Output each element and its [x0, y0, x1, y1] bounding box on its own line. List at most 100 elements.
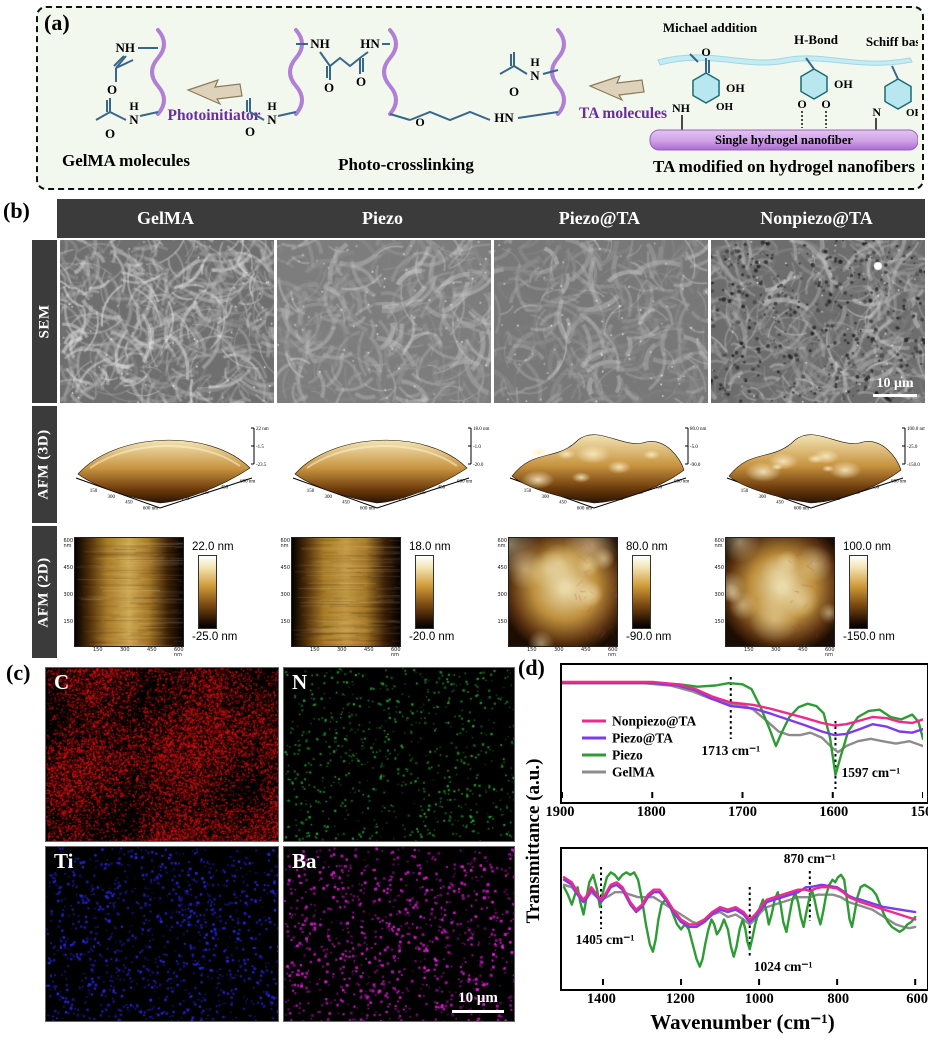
svg-text:150: 150 — [307, 489, 315, 494]
svg-text:-23.5: -23.5 — [256, 463, 267, 468]
row-label-afm2d: AFM (2D) — [32, 526, 57, 658]
svg-text:600 nm: 600 nm — [143, 507, 158, 512]
svg-text:H: H — [129, 99, 139, 113]
afm2d-xtick: 600 nm — [174, 647, 184, 658]
xtick-1500: 1500 — [910, 804, 928, 820]
svg-text:-20.0: -20.0 — [473, 463, 484, 468]
xtick-600: 600 — [906, 991, 928, 1007]
afm2d-nonpiezo-ta: 600 nm 450 300 150 150 300 450 600 nm 100.0 nm … — [711, 526, 925, 658]
svg-text:600 nm: 600 nm — [891, 479, 906, 484]
afm3d-nonpiezo-ta: 150 150 300 300 450 450 600 nm 600 nm 100.0 nm -2… — [711, 406, 925, 523]
afm2d-xtick: 600 nm — [608, 647, 618, 658]
element-label: C — [54, 670, 70, 694]
svg-text:600 nm: 600 nm — [360, 507, 375, 512]
svg-text:300: 300 — [107, 495, 115, 500]
height-colorbar — [415, 555, 434, 629]
afm2d-ytick: 600 nm — [497, 538, 507, 549]
svg-text:OH: OH — [834, 77, 853, 91]
scalebar-line — [452, 1009, 504, 1013]
panel-b-label: (b) — [3, 198, 30, 223]
afm2d-xtick: 300 — [771, 647, 781, 653]
svg-text:GelMA: GelMA — [612, 765, 655, 780]
svg-text:150: 150 — [616, 497, 624, 502]
svg-text:Photoinitiator: Photoinitiator — [168, 107, 261, 124]
svg-text:1024 cm⁻¹: 1024 cm⁻¹ — [754, 959, 813, 974]
ftir-plot-bottom: 1405 cm⁻¹ 1024 cm⁻¹ 870 cm⁻¹ — [560, 847, 928, 991]
svg-text:300: 300 — [852, 491, 860, 496]
afm2d-ytick: 450 — [497, 565, 507, 571]
svg-text:-1.5: -1.5 — [256, 445, 264, 450]
svg-text:TA modified on hydrogel nanofi: TA modified on hydrogel nanofibers — [653, 157, 915, 176]
svg-text:450: 450 — [776, 501, 784, 506]
afm3d-piezo-ta: 150 150 300 300 450 450 600 nm 600 nm 80.0 nm -5.… — [494, 406, 708, 523]
colorbar-min: -150.0 nm — [843, 631, 895, 643]
afm2d-xtick: 450 — [581, 647, 591, 653]
svg-text:80.0 nm: 80.0 nm — [690, 427, 707, 432]
svg-text:N: N — [267, 112, 277, 127]
afm2d-xtick: 150 — [93, 647, 103, 653]
x-axis-label: Wavenumber (cm⁻¹) — [650, 1010, 835, 1034]
svg-text:O: O — [324, 80, 334, 95]
svg-text:OH: OH — [906, 107, 918, 119]
svg-text:300: 300 — [635, 491, 643, 496]
afm2d-ytick: 450 — [280, 565, 290, 571]
xticks-bottom: 1400 1200 1000 800 600 — [560, 989, 928, 1007]
xtick-1200: 1200 — [665, 991, 695, 1007]
afm2d-xtick: 450 — [364, 647, 374, 653]
xtick-1900: 1900 — [545, 804, 575, 820]
svg-text:18.0 nm: 18.0 nm — [473, 427, 490, 432]
afm2d-piezo-ta: 600 nm 450 300 150 150 300 450 600 nm 80.0 nm -… — [494, 526, 708, 658]
series-Piezo — [560, 681, 925, 777]
svg-text:GelMA molecules: GelMA molecules — [62, 151, 190, 170]
svg-text:HN: HN — [494, 110, 514, 125]
element-label: Ti — [54, 849, 74, 873]
colorbar-max: 80.0 nm — [626, 541, 668, 553]
svg-text:-1.0: -1.0 — [473, 445, 481, 450]
svg-text:1713 cm⁻¹: 1713 cm⁻¹ — [701, 743, 760, 758]
svg-text:O: O — [105, 126, 115, 141]
sample-header-bar: GelMA Piezo Piezo@TA Nonpiezo@TA — [57, 199, 925, 238]
afm2d-ytick: 300 — [280, 592, 290, 598]
svg-text:450: 450 — [125, 501, 133, 506]
svg-text:450: 450 — [221, 485, 229, 490]
eds-map-titanium: Ti — [45, 846, 279, 1022]
afm2d-ytick: 150 — [714, 619, 724, 625]
height-colorbar — [198, 555, 217, 629]
ftir-plot-top: 1713 cm⁻¹ 1597 cm⁻¹ Nonpiezo@TA Piezo@TA Pie… — [560, 663, 928, 804]
svg-text:O: O — [107, 82, 117, 97]
colorbar-max: 18.0 nm — [409, 541, 451, 553]
afm2d-ytick: 150 — [63, 619, 73, 625]
svg-text:300: 300 — [541, 495, 549, 500]
sem-scalebar: 10 μm — [873, 376, 917, 397]
eds-map-barium: Ba 10 μm — [283, 846, 515, 1022]
afm2d-xtick: 450 — [798, 647, 808, 653]
afm2d-ytick: 300 — [714, 592, 724, 598]
column-piezo-ta: Piezo@TA — [558, 208, 641, 228]
colorbar-min: -20.0 nm — [409, 631, 455, 643]
svg-text:O: O — [821, 97, 830, 111]
sem-row: 10 μm — [60, 240, 925, 403]
svg-text:22 nm: 22 nm — [256, 427, 269, 432]
svg-text:OH: OH — [716, 101, 734, 113]
svg-text:150: 150 — [182, 497, 190, 502]
afm2d-xtick: 600 nm — [391, 647, 401, 658]
afm2d-row: 600 nm 450 300 150 150 300 450 600 nm 22.0 nm -… — [60, 526, 925, 658]
svg-text:N: N — [530, 68, 540, 83]
svg-text:450: 450 — [872, 485, 880, 490]
xtick-1000: 1000 — [744, 991, 774, 1007]
svg-text:150: 150 — [399, 497, 407, 502]
svg-text:-5.0: -5.0 — [690, 445, 698, 450]
svg-text:O: O — [415, 115, 424, 129]
column-nonpiezo-ta: Nonpiezo@TA — [760, 208, 873, 228]
svg-text:Piezo@TA: Piezo@TA — [612, 731, 673, 746]
svg-text:NH: NH — [310, 36, 330, 51]
afm3d-gelma: 150 150 300 300 450 450 600 nm 600 nm 22 nm -1.5 -… — [60, 406, 274, 523]
svg-text:300: 300 — [418, 491, 426, 496]
svg-text:450: 450 — [655, 485, 663, 490]
afm2d-ytick: 300 — [63, 592, 73, 598]
panel-a-schematic: NH O H N O GelMA molecules Photoinitiator NH HN O… — [36, 6, 928, 190]
xtick-1800: 1800 — [636, 804, 666, 820]
panel-d-label: (d) — [518, 655, 545, 680]
